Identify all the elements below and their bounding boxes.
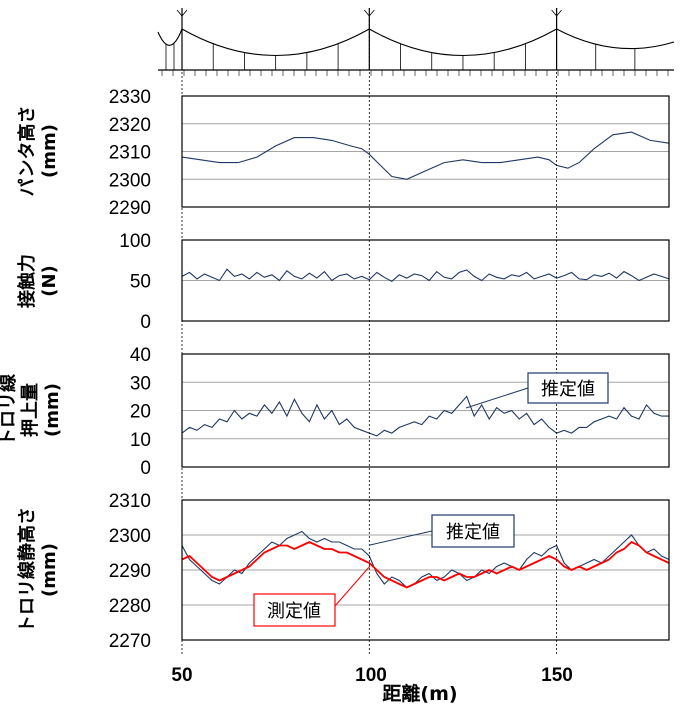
y-axis-label: トロリ線静高さ (mm): [16, 507, 60, 633]
series-line-2: [181, 540, 670, 589]
y-tick-label: 20: [130, 402, 151, 423]
y-axis-label: 接触力 (N): [16, 254, 60, 308]
y-tick-label: 2300: [109, 170, 151, 191]
insulator-mark: [364, 9, 375, 17]
series-line-1: [181, 395, 669, 437]
messenger-wire: [556, 28, 675, 50]
insulator-mark: [176, 9, 188, 17]
callout-leader: [465, 387, 529, 409]
panel-1: 2290 2300 2310 2320 2330 パンタ高さ (mm): [16, 87, 670, 219]
callout-leader: [369, 530, 433, 546]
callout-label: 推定値: [446, 522, 500, 543]
y-axis-label-line: トロリ線: [0, 374, 19, 446]
panel-frame: [181, 95, 670, 208]
panel-4: 2270 2280 2290 2300 2310 トロリ線静高さ (mm): [16, 491, 670, 652]
messenger-wire: [181, 28, 370, 56]
y-axis-label-line: (mm): [42, 383, 63, 437]
series-line-1: [181, 268, 670, 282]
y-tick-label: 0: [140, 312, 151, 333]
y-tick-label: 2290: [109, 198, 151, 219]
x-tick-label-100: 100: [355, 665, 387, 686]
y-axis-label-line: (mm): [39, 124, 60, 178]
y-axis-label-line: 接触力: [16, 254, 38, 308]
series-line-1: [181, 530, 670, 589]
y-tick-label: 40: [130, 345, 151, 366]
x-axis: 50 100 150 距離(m): [171, 665, 572, 705]
y-tick-label: 2270: [109, 631, 151, 652]
y-tick-label: 2280: [109, 596, 151, 617]
messenger-wire: [157, 28, 183, 46]
x-axis-label: 距離(m): [382, 682, 457, 705]
y-tick-label: 2330: [109, 87, 151, 108]
y-tick-label: 30: [130, 373, 151, 394]
catenary-diagram: [157, 8, 675, 76]
annotation-estimated-height: 推定値: [369, 514, 515, 548]
x-tick-label-150: 150: [541, 665, 573, 686]
support-guide-lines: [181, 20, 558, 656]
x-tick-label-50: 50: [171, 665, 192, 686]
panel-frame: [181, 499, 670, 641]
annotation-measured-height: 測定値: [253, 565, 371, 627]
y-axis-label-line: (N): [39, 265, 60, 297]
panel-3: 0 10 20 30 40 トロリ線 押上量 (mm): [0, 345, 670, 479]
y-axis-label-line: パンタ高さ: [16, 106, 38, 197]
callout-box: [253, 593, 336, 627]
series-line-1: [181, 131, 670, 180]
panel-2: 0 50 100 接触力 (N): [16, 231, 670, 333]
y-tick-label: 100: [119, 231, 151, 252]
y-tick-label: 0: [140, 458, 151, 479]
callout-leader: [334, 565, 371, 607]
y-axis-label-line: 押上量: [19, 383, 41, 437]
callout-box: [527, 372, 609, 404]
y-axis-label: パンタ高さ (mm): [16, 106, 60, 197]
callout-label: 推定値: [541, 379, 595, 400]
insulator-mark: [551, 9, 562, 17]
callout-box: [431, 514, 515, 548]
y-axis-label-line: (mm): [39, 543, 60, 597]
y-tick-label: 2310: [109, 491, 151, 512]
y-axis-label-line: トロリ線静高さ: [16, 507, 38, 633]
y-tick-label: 10: [130, 430, 151, 451]
y-tick-label: 2320: [109, 115, 151, 136]
y-tick-label: 2310: [109, 143, 151, 164]
y-tick-label: 2300: [109, 526, 151, 547]
callout-label: 測定値: [267, 601, 321, 622]
y-axis-label: トロリ線 押上量 (mm): [0, 374, 63, 446]
y-tick-label: 50: [130, 272, 151, 293]
messenger-wire: [369, 28, 557, 56]
annotation-estimated-push-up: 推定値: [465, 372, 609, 409]
y-tick-label: 2290: [109, 561, 151, 582]
panel-frame: [181, 353, 670, 468]
